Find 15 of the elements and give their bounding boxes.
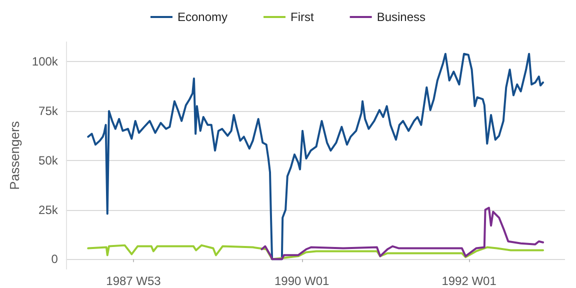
legend-label: Economy (177, 10, 228, 24)
x-tick-label: 1987 W53 (106, 274, 162, 288)
y-tick-label: 100k (32, 54, 59, 69)
y-tick-label: 50k (38, 153, 59, 168)
y-tick-label: 25k (38, 202, 59, 217)
x-tick-label: 1992 W01 (442, 274, 497, 288)
legend-label: First (290, 10, 314, 24)
x-tick-label: 1990 W01 (274, 274, 330, 288)
line-series (260, 206, 544, 260)
line-series (87, 52, 544, 260)
y-tick-label: 75k (38, 104, 59, 118)
y-tick-label: 0 (51, 252, 58, 266)
line-series (87, 244, 544, 260)
legend-label: Business (376, 10, 426, 24)
y-axis-title: Passengers (7, 120, 22, 190)
